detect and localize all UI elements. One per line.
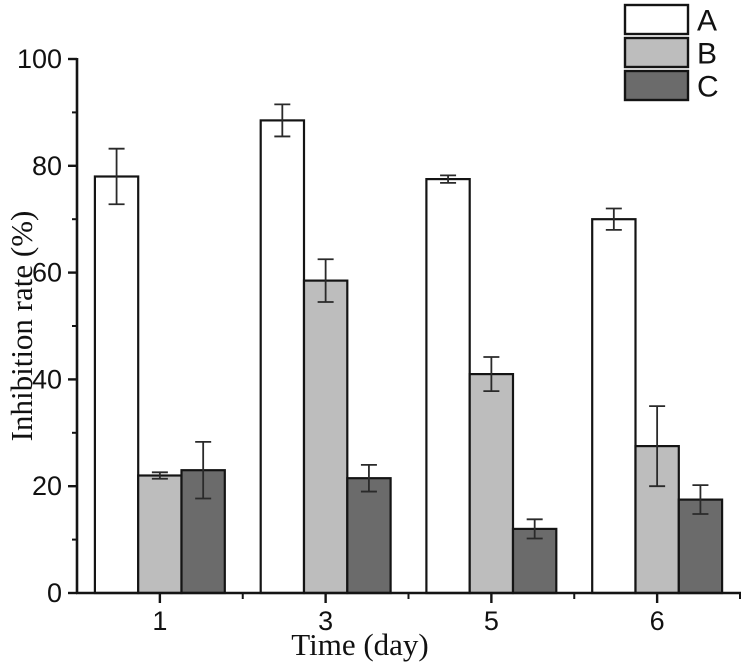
error-bars-group <box>108 103 709 540</box>
y-axis-title: Inhibition rate (%) <box>4 211 39 442</box>
legend-label-A: A <box>697 5 717 38</box>
axes-group <box>68 57 741 603</box>
bar-A-day1 <box>93 175 140 595</box>
tick-labels-group: 0 20 40 60 80 100 1 3 5 6 <box>17 44 665 636</box>
x-tick-label: 5 <box>484 606 499 636</box>
legend-swatch-B <box>623 36 690 69</box>
bar-A-day6 <box>591 218 637 595</box>
bar-B-day3 <box>302 279 349 595</box>
y-tick-label: 100 <box>17 44 62 74</box>
x-axis-title: Time (day) <box>291 627 429 662</box>
bars-group <box>93 119 724 595</box>
x-tick-label: 6 <box>650 606 665 636</box>
y-tick-label: 60 <box>32 258 62 288</box>
y-tick-label: 20 <box>32 471 62 501</box>
legend-label-B: B <box>697 38 717 71</box>
x-tick-label: 1 <box>152 606 167 636</box>
legend-swatch-C <box>623 69 690 102</box>
bar-A-day5 <box>425 178 471 595</box>
bar-B-day1 <box>137 474 183 595</box>
legend-label-C: C <box>697 71 719 104</box>
bar-C-day3 <box>346 477 392 595</box>
y-tick-label: 0 <box>47 578 62 608</box>
y-tick-label: 40 <box>32 364 62 394</box>
bar-C-day6 <box>677 498 724 595</box>
bar-B-day5 <box>468 373 515 595</box>
bar-A-day3 <box>259 119 306 595</box>
y-tick-label: 80 <box>32 151 62 181</box>
legend: ABC <box>623 3 719 104</box>
x-tick-label: 3 <box>318 606 333 636</box>
legend-swatch-A <box>623 3 690 36</box>
